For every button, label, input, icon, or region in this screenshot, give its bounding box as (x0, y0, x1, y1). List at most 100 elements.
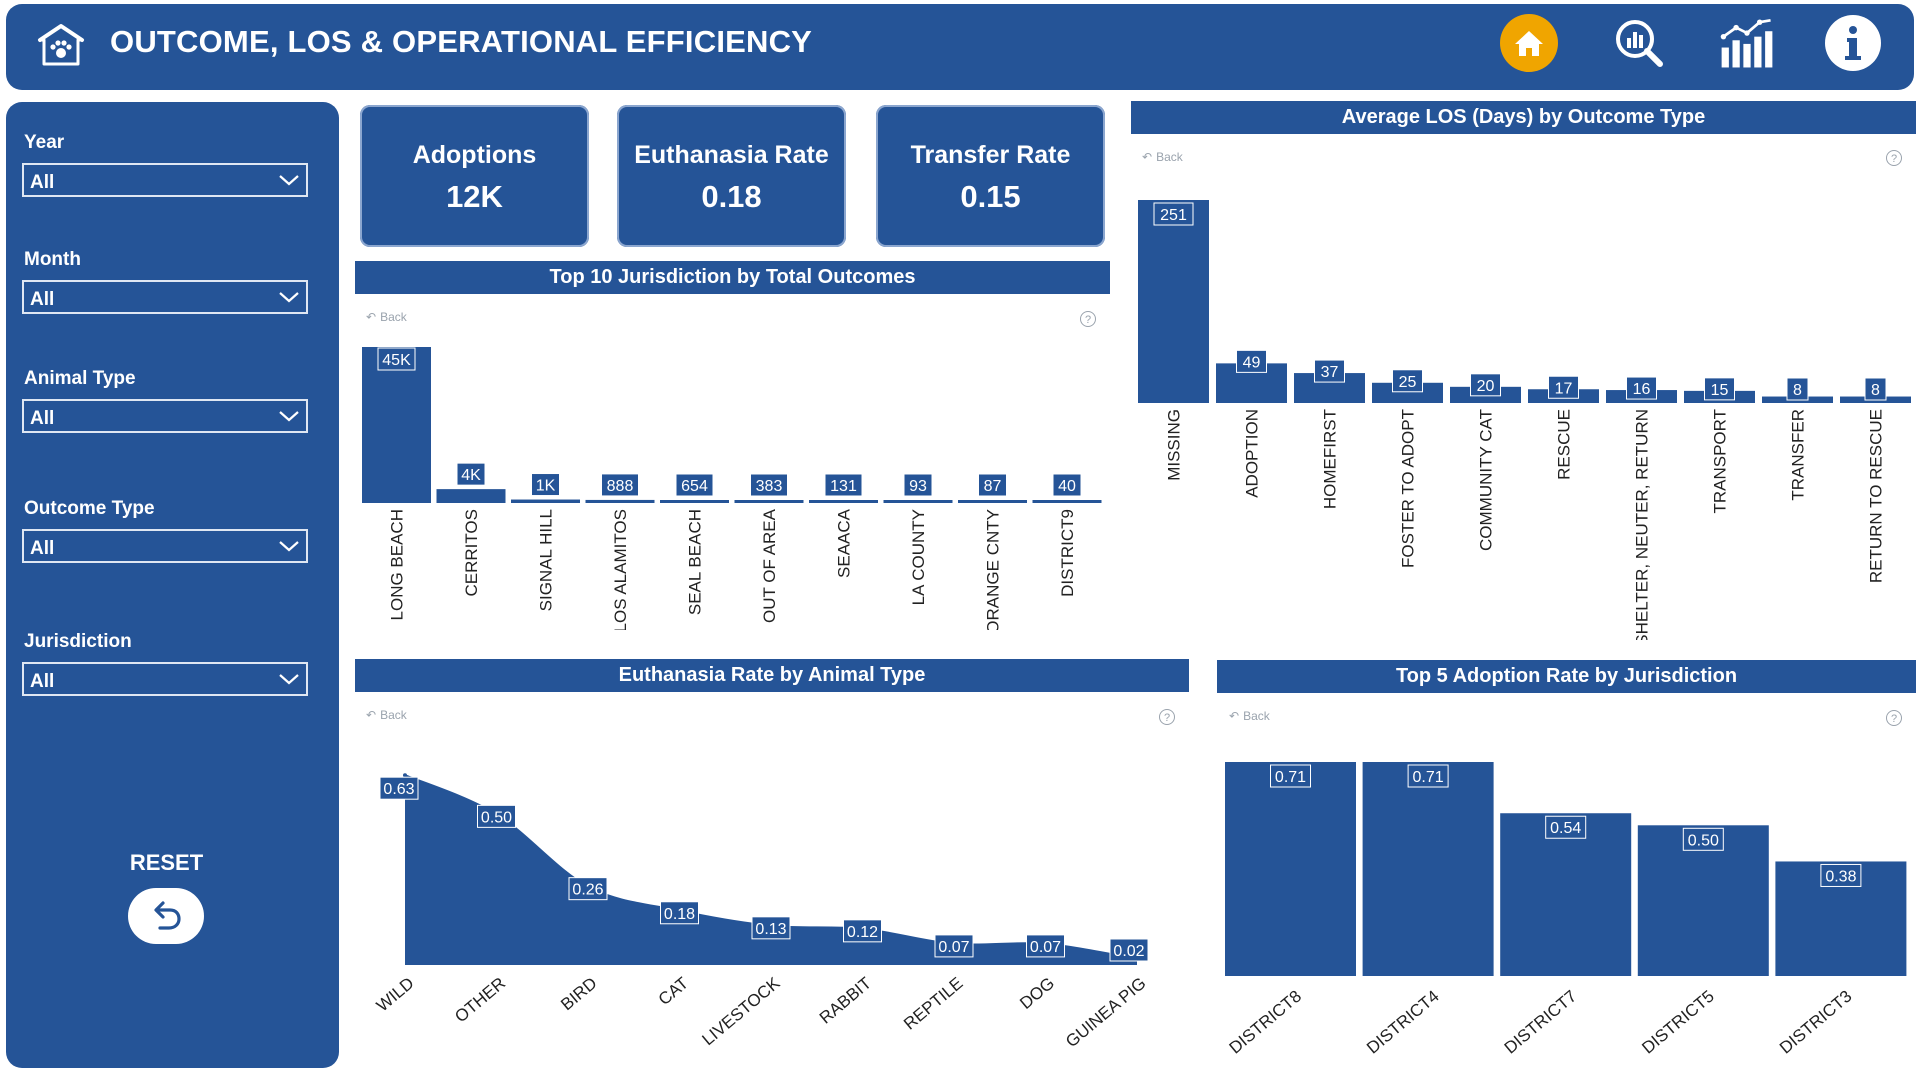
filter-label-animal-type: Animal Type (24, 368, 136, 389)
x-tick-label: ORANGE CNTY (984, 509, 1003, 630)
year-dropdown[interactable]: All (22, 163, 308, 197)
reset-button[interactable] (128, 888, 204, 944)
x-tick-label: BIRD (557, 974, 600, 1015)
svg-text:37: 37 (1321, 364, 1339, 381)
bar-chart-button[interactable] (1718, 14, 1776, 72)
svg-text:0.71: 0.71 (1413, 769, 1444, 786)
svg-text:45K: 45K (382, 352, 411, 369)
data-label: 40 (1052, 473, 1082, 497)
kpi-card-adoptions: Adoptions 12K (360, 105, 589, 247)
x-tick-label: GUINEA PIG (1062, 974, 1149, 1052)
data-label: 37 (1314, 359, 1345, 383)
svg-text:20: 20 (1477, 378, 1495, 395)
back-arrow-icon: ↶ (366, 708, 377, 722)
data-label: 0.50 (477, 804, 516, 828)
x-tick-label: RESCUE (1555, 409, 1574, 480)
data-label: 0.71 (1407, 764, 1449, 788)
bar[interactable] (362, 347, 431, 503)
svg-text:8: 8 (1793, 382, 1802, 399)
help-icon[interactable]: ? (1080, 311, 1096, 327)
help-icon[interactable]: ? (1886, 150, 1902, 166)
bar[interactable] (734, 500, 804, 503)
back-button[interactable]: ↶ Back (1229, 709, 1270, 723)
filter-label-outcome-type: Outcome Type (24, 498, 155, 519)
back-button[interactable]: ↶ Back (1142, 150, 1183, 164)
svg-text:49: 49 (1243, 354, 1261, 371)
bar-chart-icon (1720, 19, 1773, 68)
bar[interactable] (1225, 762, 1356, 976)
x-tick-label: DISTRICT3 (1776, 987, 1856, 1058)
jurisdiction-dropdown[interactable]: All (22, 662, 308, 696)
help-icon[interactable]: ? (1159, 709, 1175, 725)
bar[interactable] (883, 500, 953, 503)
data-label: 0.63 (379, 776, 419, 800)
bar[interactable] (1362, 762, 1494, 976)
data-point[interactable] (403, 773, 407, 778)
bar[interactable] (958, 500, 1027, 503)
chart-euthanasia-rate: 0.63 WILD 0.50 OTHER 0.26 BIRD 0.18 CAT 0.13 LIVE… (373, 773, 1150, 1052)
svg-text:25: 25 (1399, 374, 1417, 391)
bar[interactable] (436, 489, 506, 503)
svg-text:0.26: 0.26 (572, 882, 603, 899)
svg-text:8: 8 (1871, 382, 1880, 399)
data-label: 654 (675, 473, 714, 497)
data-label: 0.38 (1820, 863, 1862, 887)
chart-title-top5-adoption-rate: Top 5 Adoption Rate by Jurisdiction (1217, 660, 1916, 693)
data-label: 45K (377, 347, 416, 371)
outcome-type-dropdown[interactable]: All (22, 529, 308, 563)
x-tick-label: TRANSPORT (1711, 409, 1730, 514)
chevron-down-icon (279, 541, 299, 552)
animal-type-dropdown[interactable]: All (22, 399, 308, 433)
x-tick-label: RABBIT (816, 974, 875, 1028)
back-arrow-icon: ↶ (366, 310, 377, 324)
bar[interactable] (1032, 500, 1102, 503)
svg-text:0.50: 0.50 (481, 809, 512, 826)
info-button[interactable] (1824, 14, 1882, 72)
x-tick-label: HOMEFIRST (1321, 409, 1340, 509)
svg-text:0.50: 0.50 (1688, 832, 1719, 849)
back-button[interactable]: ↶ Back (366, 310, 407, 324)
back-button[interactable]: ↶ Back (366, 708, 407, 722)
data-label: 0.12 (843, 919, 882, 943)
svg-text:0.13: 0.13 (755, 921, 786, 938)
bar[interactable] (660, 500, 729, 503)
help-icon[interactable]: ? (1886, 710, 1902, 726)
bar[interactable] (1500, 813, 1632, 976)
kpi-value: 0.18 (701, 179, 762, 214)
data-label: 0.54 (1545, 815, 1587, 839)
x-tick-label: CERRITOS (462, 509, 481, 597)
data-label: 16 (1626, 376, 1657, 400)
data-label: 8 (1864, 377, 1887, 401)
svg-text:0.38: 0.38 (1825, 868, 1856, 885)
area-series[interactable] (405, 775, 1137, 965)
svg-text:383: 383 (756, 478, 783, 495)
svg-text:251: 251 (1160, 207, 1187, 224)
svg-text:0.18: 0.18 (664, 906, 695, 923)
x-tick-label: SIGNAL HILL (537, 509, 556, 611)
x-tick-label: DISTRICT4 (1363, 987, 1443, 1058)
year-dropdown-value: All (30, 172, 55, 193)
header-bar (6, 4, 1914, 90)
x-tick-label: LOS ALAMITOS (611, 509, 630, 630)
x-tick-label: COMMUNITY CAT (1477, 409, 1496, 551)
reset-label: RESET (129, 850, 204, 875)
bar[interactable] (1372, 382, 1443, 403)
data-label: 1K (531, 473, 560, 497)
data-label: 49 (1236, 349, 1267, 373)
month-dropdown[interactable]: All (22, 280, 308, 314)
bar[interactable] (511, 499, 580, 503)
bar[interactable] (809, 500, 878, 503)
svg-text:1K: 1K (536, 478, 556, 495)
x-tick-label: RETURN TO RESCUE (1867, 409, 1886, 583)
x-tick-label: OTHER (451, 974, 509, 1027)
bar[interactable] (1138, 200, 1209, 403)
data-label: 0.02 (1109, 938, 1149, 962)
home-button[interactable] (1500, 14, 1558, 72)
filter-label-year: Year (24, 132, 65, 153)
back-arrow-icon: ↶ (1142, 150, 1153, 164)
shelter-logo-icon (36, 20, 86, 70)
data-label: 0.71 (1270, 764, 1311, 788)
kpi-label: Transfer Rate (910, 141, 1071, 169)
analytics-button[interactable] (1610, 14, 1668, 72)
bar[interactable] (585, 499, 655, 503)
